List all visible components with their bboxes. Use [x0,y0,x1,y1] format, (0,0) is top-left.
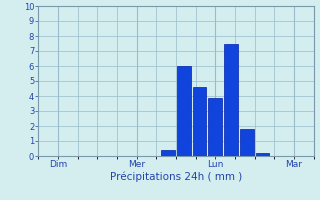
Bar [177,66,191,156]
X-axis label: Précipitations 24h ( mm ): Précipitations 24h ( mm ) [110,172,242,182]
Bar [240,129,254,156]
Bar [224,44,238,156]
Bar [161,150,175,156]
Bar [256,153,269,156]
Bar [208,98,222,156]
Bar [193,87,206,156]
